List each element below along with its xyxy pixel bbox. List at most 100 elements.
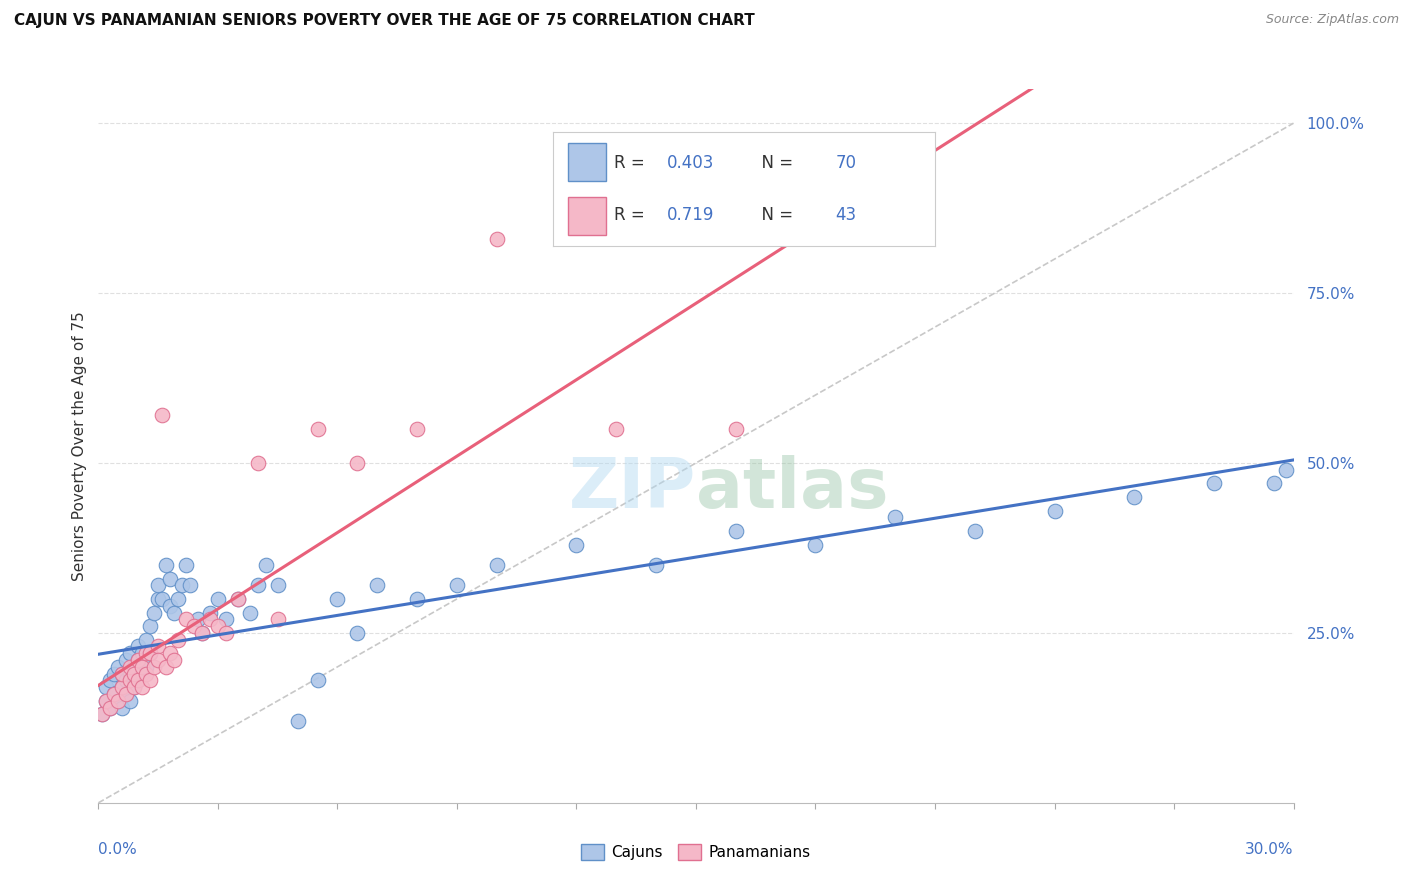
Point <box>267 612 290 626</box>
Point <box>187 612 209 626</box>
Point <box>254 558 277 572</box>
Point <box>124 680 146 694</box>
Point <box>1263 476 1285 491</box>
Point <box>159 646 181 660</box>
Point <box>120 666 142 681</box>
Point <box>143 660 166 674</box>
Point <box>155 660 177 674</box>
Point <box>804 537 827 551</box>
Text: 30.0%: 30.0% <box>1246 842 1294 857</box>
Point <box>246 456 269 470</box>
Point <box>139 619 162 633</box>
Point <box>111 680 134 694</box>
Point <box>191 626 214 640</box>
Y-axis label: Seniors Poverty Over the Age of 75: Seniors Poverty Over the Age of 75 <box>72 311 87 581</box>
Point <box>96 694 118 708</box>
Point <box>326 591 349 606</box>
Point <box>215 626 238 640</box>
Point <box>1202 476 1225 491</box>
Point <box>107 694 129 708</box>
Point <box>139 646 162 660</box>
Point <box>115 687 138 701</box>
Text: CAJUN VS PANAMANIAN SENIORS POVERTY OVER THE AGE OF 75 CORRELATION CHART: CAJUN VS PANAMANIAN SENIORS POVERTY OVER… <box>14 13 755 29</box>
Text: 0.0%: 0.0% <box>98 842 138 857</box>
Point <box>1274 463 1296 477</box>
Point <box>179 578 201 592</box>
Point <box>103 687 125 701</box>
Point <box>148 640 170 654</box>
Point <box>346 456 368 470</box>
Point <box>174 558 197 572</box>
Point <box>172 578 194 592</box>
Point <box>135 646 157 660</box>
Point <box>148 591 170 606</box>
Point <box>406 591 429 606</box>
Point <box>98 700 122 714</box>
Point <box>124 666 146 681</box>
Point <box>565 537 588 551</box>
Point <box>91 707 114 722</box>
Point <box>120 646 142 660</box>
Point <box>107 660 129 674</box>
Point <box>287 714 309 729</box>
Point <box>139 646 162 660</box>
Point <box>605 422 627 436</box>
Point <box>159 572 181 586</box>
Point <box>239 606 262 620</box>
Point <box>207 619 229 633</box>
Point <box>226 591 249 606</box>
Point <box>111 666 134 681</box>
Point <box>120 660 142 674</box>
Text: ZIP: ZIP <box>568 455 696 523</box>
Text: atlas: atlas <box>696 455 889 523</box>
Point <box>115 673 138 688</box>
Point <box>127 640 149 654</box>
Point <box>150 409 173 423</box>
Point <box>183 619 205 633</box>
Point <box>267 578 290 592</box>
Point <box>91 707 114 722</box>
Point <box>207 591 229 606</box>
Point <box>111 700 134 714</box>
Point <box>131 660 153 674</box>
Point <box>167 632 190 647</box>
Point <box>366 578 388 592</box>
Point <box>127 653 149 667</box>
Point <box>150 591 173 606</box>
Point <box>884 510 907 524</box>
Point <box>485 232 508 246</box>
Point <box>724 422 747 436</box>
Point <box>1123 490 1146 504</box>
Point <box>159 599 181 613</box>
Point <box>96 680 118 694</box>
Point <box>131 680 153 694</box>
Legend: Cajuns, Panamanians: Cajuns, Panamanians <box>575 838 817 866</box>
Point <box>98 673 122 688</box>
Point <box>115 653 138 667</box>
Point <box>174 612 197 626</box>
Point <box>111 666 134 681</box>
Point <box>127 673 149 688</box>
Point <box>96 694 118 708</box>
Point <box>115 687 138 701</box>
Point <box>98 700 122 714</box>
Point <box>163 653 186 667</box>
Point <box>127 673 149 688</box>
Point <box>148 578 170 592</box>
Point <box>143 606 166 620</box>
Point <box>307 673 329 688</box>
Point <box>135 632 157 647</box>
Point <box>131 646 153 660</box>
Point <box>406 422 429 436</box>
Point <box>198 612 221 626</box>
Point <box>135 660 157 674</box>
Point <box>485 558 508 572</box>
Point <box>124 680 146 694</box>
Point <box>963 524 986 538</box>
Point <box>163 606 186 620</box>
Point <box>107 694 129 708</box>
Point <box>645 558 668 572</box>
Point <box>446 578 468 592</box>
Point <box>120 673 142 688</box>
Point <box>139 673 162 688</box>
